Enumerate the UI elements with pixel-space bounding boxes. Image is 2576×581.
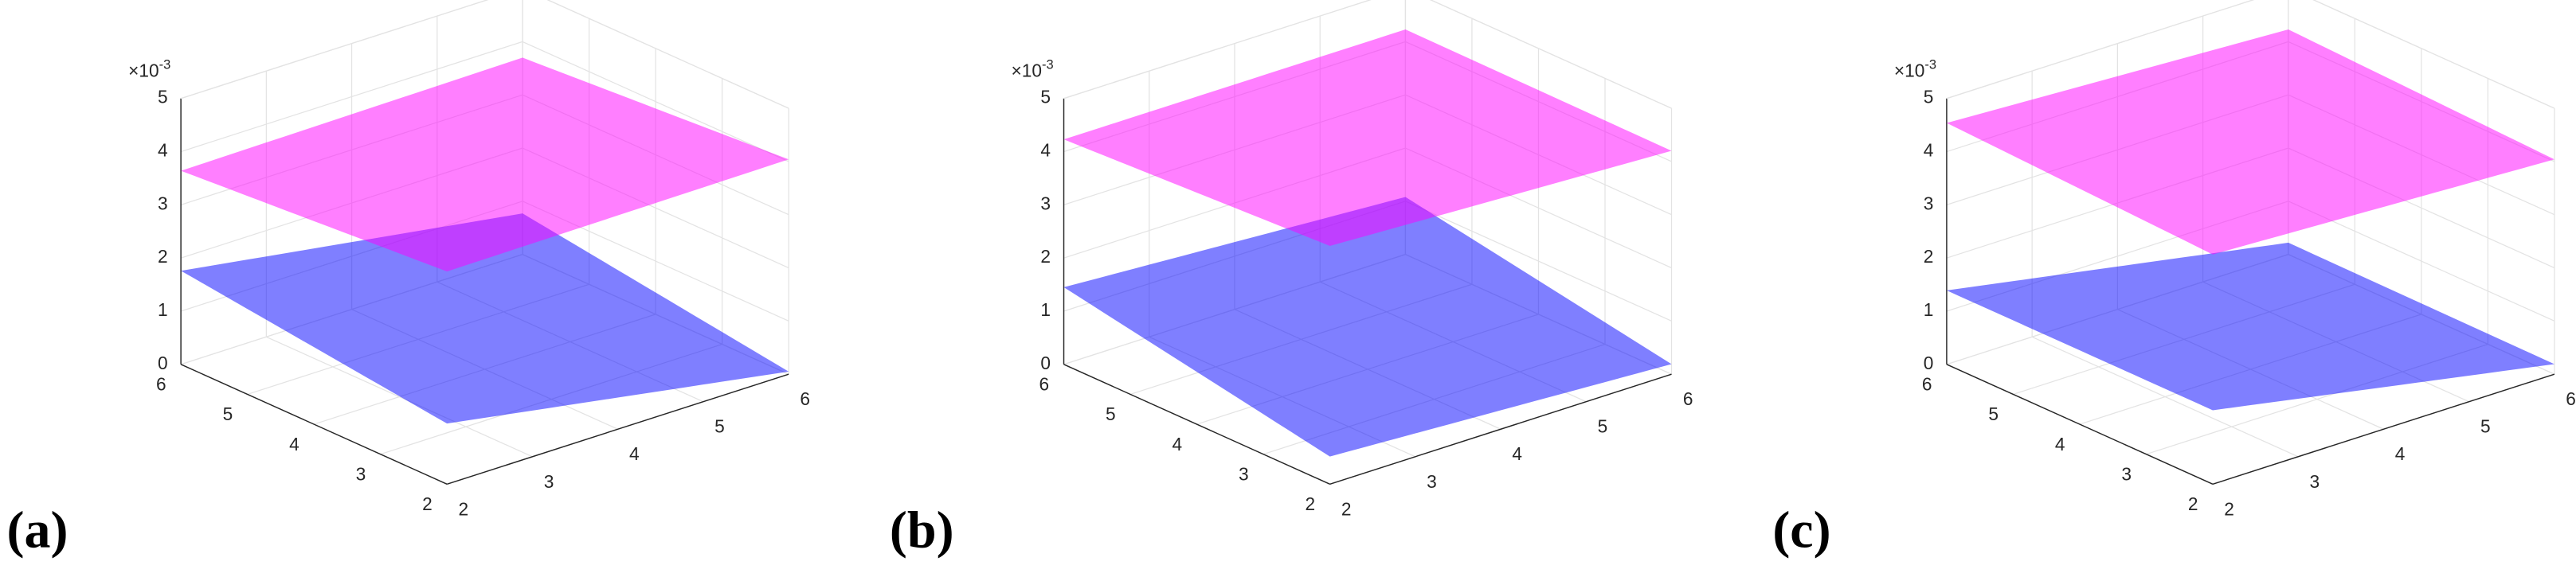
x-tick-label: 3 xyxy=(544,471,554,492)
y-tick-label: 3 xyxy=(356,463,366,484)
z-tick-label: 2 xyxy=(1924,246,1934,267)
y-tick-label: 2 xyxy=(2188,493,2198,514)
z-tick-label: 4 xyxy=(158,140,168,161)
y-tick-label: 4 xyxy=(1173,434,1183,454)
z-tick-label: 5 xyxy=(1924,87,1934,107)
box-edge xyxy=(546,0,789,109)
z-tick-label: 1 xyxy=(1040,299,1051,320)
z-exponent-power: -3 xyxy=(1042,58,1054,72)
x-tick-label: 5 xyxy=(714,416,725,437)
x-tick-label: 5 xyxy=(1598,416,1608,437)
x-tick-label: 6 xyxy=(800,388,810,409)
z-exponent-power: -3 xyxy=(1924,58,1936,72)
surface xyxy=(1946,29,2554,255)
z-tick-label: 3 xyxy=(1924,193,1934,213)
x-tick-label: 4 xyxy=(2395,443,2406,464)
axis-line xyxy=(2212,373,2555,485)
z-exponent-base: ×10 xyxy=(1894,60,1924,81)
panel-label: (c) xyxy=(1772,501,1830,559)
surface xyxy=(1946,242,2554,411)
box-edge xyxy=(1429,0,1672,109)
surface xyxy=(181,57,789,272)
box-edge xyxy=(180,0,489,99)
y-tick-label: 3 xyxy=(2121,463,2132,484)
y-tick-label: 5 xyxy=(223,404,233,424)
grid-line xyxy=(2288,201,2555,322)
z-tick-label: 0 xyxy=(1040,353,1051,373)
z-tick-label: 1 xyxy=(1924,299,1934,320)
z-tick-label: 5 xyxy=(1040,87,1051,107)
box-edge xyxy=(2312,0,2555,109)
x-tick-label: 2 xyxy=(2224,498,2234,519)
z-tick-label: 3 xyxy=(1040,193,1051,213)
axis-line xyxy=(180,364,448,485)
x-tick-label: 6 xyxy=(2566,388,2576,409)
panel-label: (a) xyxy=(7,501,69,559)
z-tick-label: 2 xyxy=(158,246,168,267)
y-tick-label: 5 xyxy=(1988,404,1999,424)
y-tick-label: 2 xyxy=(422,493,433,514)
z-tick-label: 2 xyxy=(1040,246,1051,267)
y-tick-label: 6 xyxy=(1922,374,1932,395)
y-tick-label: 3 xyxy=(1239,463,1249,484)
y-tick-label: 6 xyxy=(156,374,166,395)
z-tick-label: 5 xyxy=(158,87,168,107)
grid-line xyxy=(522,41,789,162)
z-tick-label: 1 xyxy=(158,299,168,320)
axis-line xyxy=(1063,364,1330,485)
x-tick-label: 4 xyxy=(629,443,640,464)
z-exponent-power: -3 xyxy=(159,58,171,72)
x-tick-label: 3 xyxy=(1427,471,1437,492)
z-exponent-base: ×10 xyxy=(128,60,159,81)
box-edge xyxy=(1946,0,2255,99)
y-tick-label: 5 xyxy=(1106,404,1116,424)
z-tick-label: 0 xyxy=(1924,353,1934,373)
x-tick-label: 2 xyxy=(458,498,468,519)
y-tick-label: 4 xyxy=(2055,434,2065,454)
z-tick-label: 3 xyxy=(158,193,168,213)
grid-line xyxy=(1405,201,1672,322)
z-exponent: ×10-3 xyxy=(128,58,170,81)
axis-line xyxy=(1946,364,2214,485)
surface xyxy=(181,213,789,424)
surface xyxy=(1063,197,1672,457)
x-tick-label: 5 xyxy=(2480,416,2491,437)
x-tick-label: 4 xyxy=(1512,443,1522,464)
x-tick-label: 3 xyxy=(2310,471,2320,492)
z-exponent: ×10-3 xyxy=(1894,58,1936,81)
axis-line xyxy=(446,373,789,485)
z-tick-label: 0 xyxy=(158,353,168,373)
axis-line xyxy=(1329,373,1672,485)
grid-line xyxy=(180,41,523,153)
y-tick-label: 2 xyxy=(1306,493,1316,514)
y-tick-label: 6 xyxy=(1039,374,1049,395)
z-tick-label: 4 xyxy=(1924,140,1934,161)
box-edge xyxy=(1063,0,1372,99)
x-tick-label: 6 xyxy=(1683,388,1693,409)
y-tick-label: 4 xyxy=(289,434,299,454)
x-tick-label: 2 xyxy=(1341,498,1352,519)
panel-label: (b) xyxy=(890,501,954,559)
z-tick-label: 4 xyxy=(1040,140,1051,161)
z-exponent-base: ×10 xyxy=(1012,60,1042,81)
surface xyxy=(1063,29,1672,247)
z-exponent: ×10-3 xyxy=(1012,58,1054,81)
